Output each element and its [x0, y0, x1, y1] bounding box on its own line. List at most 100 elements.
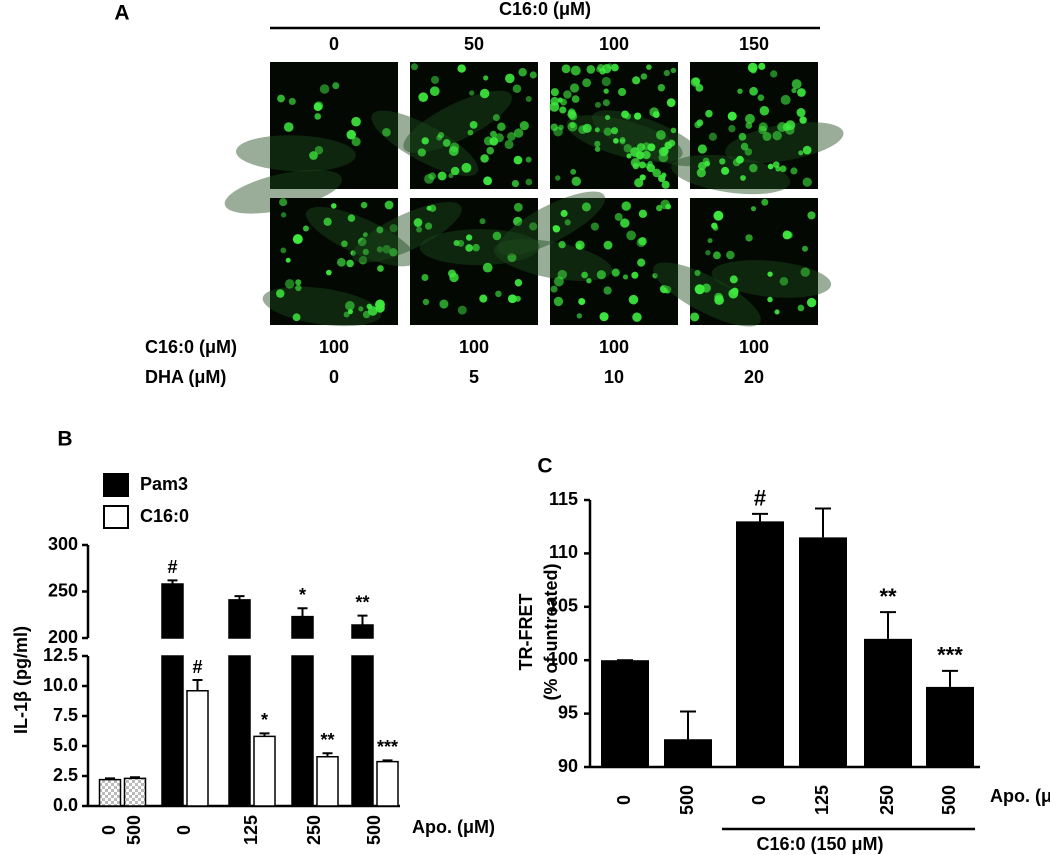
cell	[550, 88, 559, 97]
group-label: C16:0 (150 μM)	[756, 834, 883, 854]
y-tick-label: 0.0	[53, 795, 78, 815]
cell	[346, 259, 354, 268]
cell	[358, 306, 364, 312]
cell	[630, 158, 641, 168]
cell	[614, 213, 623, 221]
cell	[465, 244, 474, 252]
cell	[529, 222, 538, 231]
cell	[362, 232, 368, 238]
cell	[450, 166, 460, 176]
cell	[798, 150, 804, 156]
y-tick-label: 100	[548, 649, 578, 669]
annotation: ***	[377, 737, 398, 757]
bar	[864, 638, 912, 767]
cell	[512, 84, 522, 93]
cell	[623, 144, 632, 153]
y-tick-label: 200	[48, 627, 78, 647]
cell	[745, 113, 755, 124]
cell	[276, 289, 285, 298]
cell	[582, 123, 592, 133]
cell	[319, 84, 330, 94]
cell	[770, 70, 778, 78]
cell	[797, 88, 806, 97]
cell	[424, 222, 433, 230]
cell	[632, 76, 641, 85]
cell	[465, 234, 473, 241]
cell	[694, 269, 701, 277]
tissue	[224, 169, 343, 214]
annotation: **	[355, 592, 369, 612]
cell	[661, 180, 670, 189]
cell	[457, 305, 467, 315]
cell	[779, 277, 789, 286]
row-value: 20	[744, 367, 764, 387]
cell	[779, 165, 787, 173]
cell	[758, 62, 766, 70]
bar	[98, 778, 122, 807]
bar	[253, 735, 276, 807]
bar	[926, 686, 974, 767]
cell	[772, 130, 782, 141]
cell	[413, 218, 423, 227]
micrograph	[262, 198, 417, 327]
bar	[316, 756, 339, 807]
error-bar	[105, 777, 115, 780]
cell	[347, 214, 356, 222]
cell	[567, 109, 577, 119]
cell	[505, 73, 515, 84]
cell	[575, 240, 585, 250]
cell	[561, 64, 571, 74]
cell	[514, 278, 523, 287]
cell	[663, 69, 670, 77]
cell	[288, 97, 296, 105]
cell	[622, 274, 629, 280]
y-tick-label: 250	[48, 580, 78, 600]
cell	[631, 271, 639, 279]
cell	[750, 206, 757, 212]
x-tick-label: 500	[677, 785, 697, 815]
y-tick-label: 90	[558, 756, 578, 776]
bar	[664, 739, 712, 767]
micrograph	[671, 62, 844, 195]
row-value: 100	[459, 337, 489, 357]
cell	[367, 306, 378, 316]
error-bar	[192, 679, 203, 691]
error-bar	[234, 595, 245, 600]
cell	[557, 269, 567, 280]
y-tick-label: 110	[549, 542, 578, 562]
annotation: *	[261, 710, 268, 730]
cell	[513, 128, 524, 138]
cell	[745, 234, 753, 242]
cell	[461, 162, 472, 173]
error-bar	[357, 614, 368, 625]
cell	[343, 311, 350, 318]
bar	[351, 624, 374, 807]
cell	[656, 130, 666, 140]
tissue	[352, 201, 462, 263]
cell	[486, 146, 495, 155]
bar	[228, 599, 251, 807]
annotation: ***	[937, 643, 963, 668]
panel-label: A	[114, 2, 129, 25]
cell	[341, 240, 348, 248]
cell	[345, 300, 355, 311]
cell	[745, 122, 753, 129]
cell	[601, 76, 611, 87]
cell	[767, 271, 773, 277]
bar	[161, 583, 184, 807]
x-axis-label: Apo. (μM)	[412, 817, 495, 837]
cell	[576, 313, 583, 319]
cell	[507, 294, 517, 304]
cell	[421, 137, 429, 145]
cell	[594, 127, 600, 133]
cell	[729, 275, 738, 284]
cell	[448, 173, 454, 179]
cell	[582, 78, 592, 88]
cell	[611, 63, 619, 72]
cell	[702, 157, 710, 165]
cell	[596, 270, 606, 280]
cell	[596, 66, 602, 73]
cell	[504, 139, 514, 150]
